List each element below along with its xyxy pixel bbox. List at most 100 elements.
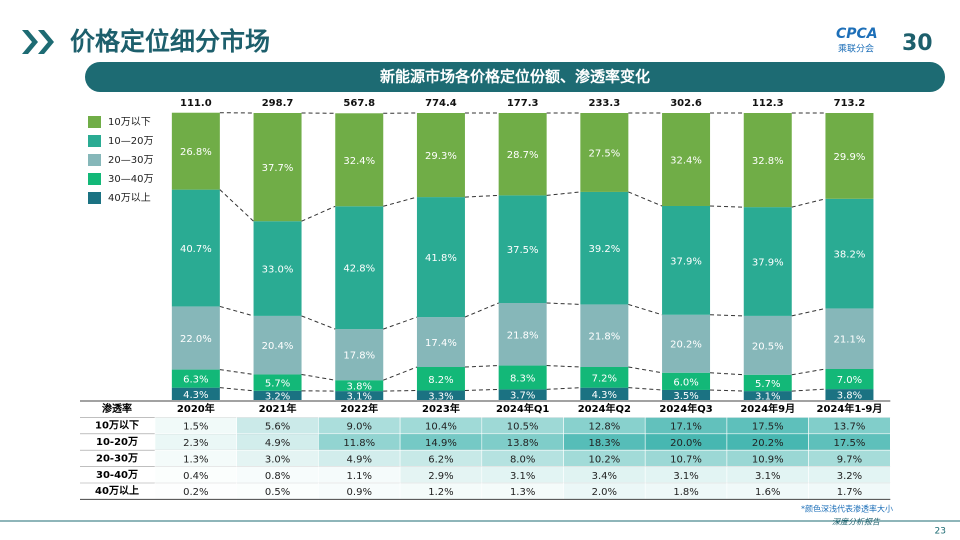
bar-label: 22.0% bbox=[180, 334, 212, 345]
total-label: 112.3 bbox=[752, 98, 784, 109]
bar-segment bbox=[498, 113, 547, 196]
table-header: 2024年9月 bbox=[740, 402, 795, 415]
connector bbox=[710, 314, 744, 317]
cell-text: 1.8% bbox=[673, 487, 698, 498]
bar-segment bbox=[253, 113, 302, 222]
page-number: 23 bbox=[935, 527, 946, 537]
total-label: 177.3 bbox=[507, 98, 539, 109]
bar-label: 21.8% bbox=[588, 332, 620, 343]
connector bbox=[301, 315, 336, 330]
connector bbox=[791, 307, 826, 317]
cell-text: 5.6% bbox=[265, 422, 290, 433]
table-header: 2024年Q1 bbox=[496, 402, 549, 415]
bar-segment bbox=[416, 113, 465, 198]
anniversary-logo: 30 bbox=[902, 31, 933, 56]
bar-segment bbox=[253, 315, 302, 375]
bar-label: 3.8% bbox=[347, 382, 372, 393]
bar-segment bbox=[171, 189, 220, 307]
legend-label: 10—20万 bbox=[108, 136, 153, 147]
cell-text: 1.1% bbox=[347, 471, 372, 482]
connector bbox=[710, 372, 744, 376]
connector bbox=[219, 387, 254, 392]
cell-text: 1.3% bbox=[510, 487, 535, 498]
bar-segment bbox=[825, 113, 874, 199]
connector bbox=[301, 205, 336, 222]
bar-label: 26.8% bbox=[180, 147, 212, 158]
connector bbox=[546, 387, 581, 390]
bar-segment bbox=[171, 387, 220, 400]
cell-text: 2.3% bbox=[183, 438, 208, 449]
cell-text: 10.9% bbox=[752, 454, 784, 465]
table-header: 2021年 bbox=[259, 402, 297, 415]
cell-text: 4.9% bbox=[265, 438, 290, 449]
bar-segment bbox=[825, 389, 874, 400]
bar-label: 27.5% bbox=[588, 148, 620, 159]
bar-label: 3.5% bbox=[673, 391, 698, 402]
cell-text: 17.5% bbox=[752, 422, 784, 433]
legend-swatch bbox=[88, 135, 101, 147]
connector bbox=[219, 189, 254, 222]
bar-segment bbox=[743, 391, 792, 400]
cell-text: 1.7% bbox=[837, 487, 862, 498]
cell-text: 3.1% bbox=[755, 471, 780, 482]
total-label: 298.7 bbox=[262, 98, 294, 109]
bar-segment bbox=[580, 387, 629, 400]
row-label: 20-30万 bbox=[96, 452, 138, 464]
bar-label: 3.1% bbox=[755, 392, 780, 403]
bar-label: 3.2% bbox=[265, 391, 290, 402]
bar-label: 5.7% bbox=[755, 379, 780, 390]
cell-text: 1.3% bbox=[183, 454, 208, 465]
bar-segment bbox=[171, 112, 220, 190]
bar-label: 20.5% bbox=[752, 341, 784, 352]
logo: CPCA bbox=[836, 26, 878, 42]
bar-segment bbox=[498, 365, 547, 390]
bar-label: 39.2% bbox=[588, 244, 620, 255]
cell-text: 10.7% bbox=[670, 454, 702, 465]
bar-segment bbox=[416, 197, 465, 318]
cell-text: 10.2% bbox=[588, 454, 620, 465]
connector bbox=[464, 365, 499, 368]
table-header: 2024年Q2 bbox=[578, 402, 631, 415]
table-corner: 渗透率 bbox=[102, 402, 132, 415]
table-header: 2023年 bbox=[422, 402, 460, 415]
bar-segment bbox=[580, 366, 629, 388]
legend-label: 40万以上 bbox=[108, 192, 151, 204]
connector bbox=[710, 389, 744, 392]
connector bbox=[628, 387, 663, 391]
bar-label: 37.7% bbox=[262, 163, 294, 174]
cell-text: 3.1% bbox=[510, 471, 535, 482]
chevron-icon bbox=[22, 30, 54, 54]
bar-segment bbox=[825, 308, 874, 370]
cell-text: 3.0% bbox=[265, 454, 290, 465]
cell-text: 20.2% bbox=[752, 438, 784, 449]
cell-text: 0.9% bbox=[347, 487, 372, 498]
bar-label: 32.4% bbox=[343, 156, 375, 167]
bar-segment bbox=[825, 369, 874, 390]
bar-label: 20.2% bbox=[670, 340, 702, 351]
bar-segment bbox=[416, 390, 465, 400]
cell-text: 17.5% bbox=[834, 438, 866, 449]
total-label: 713.2 bbox=[834, 98, 866, 109]
cell-text: 6.2% bbox=[428, 454, 453, 465]
bar-segment bbox=[416, 317, 465, 367]
cell-text: 2.0% bbox=[592, 487, 617, 498]
connector bbox=[628, 366, 663, 374]
legend-swatch bbox=[88, 192, 101, 204]
total-label: 111.0 bbox=[180, 98, 212, 109]
connector bbox=[383, 390, 417, 392]
bar-label: 5.7% bbox=[265, 379, 290, 390]
bar-segment bbox=[580, 304, 629, 367]
bar-label: 8.2% bbox=[428, 375, 453, 386]
bar-label: 3.7% bbox=[510, 391, 535, 402]
cell-text: 0.4% bbox=[183, 471, 208, 482]
page-title: 价格定位细分市场 bbox=[70, 27, 270, 56]
bar-segment bbox=[335, 329, 384, 381]
bar-label: 21.8% bbox=[507, 330, 539, 341]
table-header: 2024年Q3 bbox=[659, 402, 712, 415]
bar-label: 20.4% bbox=[262, 341, 294, 352]
connector bbox=[383, 366, 418, 381]
legend-swatch bbox=[88, 154, 101, 166]
bar-label: 7.2% bbox=[592, 373, 617, 384]
connector bbox=[791, 388, 826, 392]
